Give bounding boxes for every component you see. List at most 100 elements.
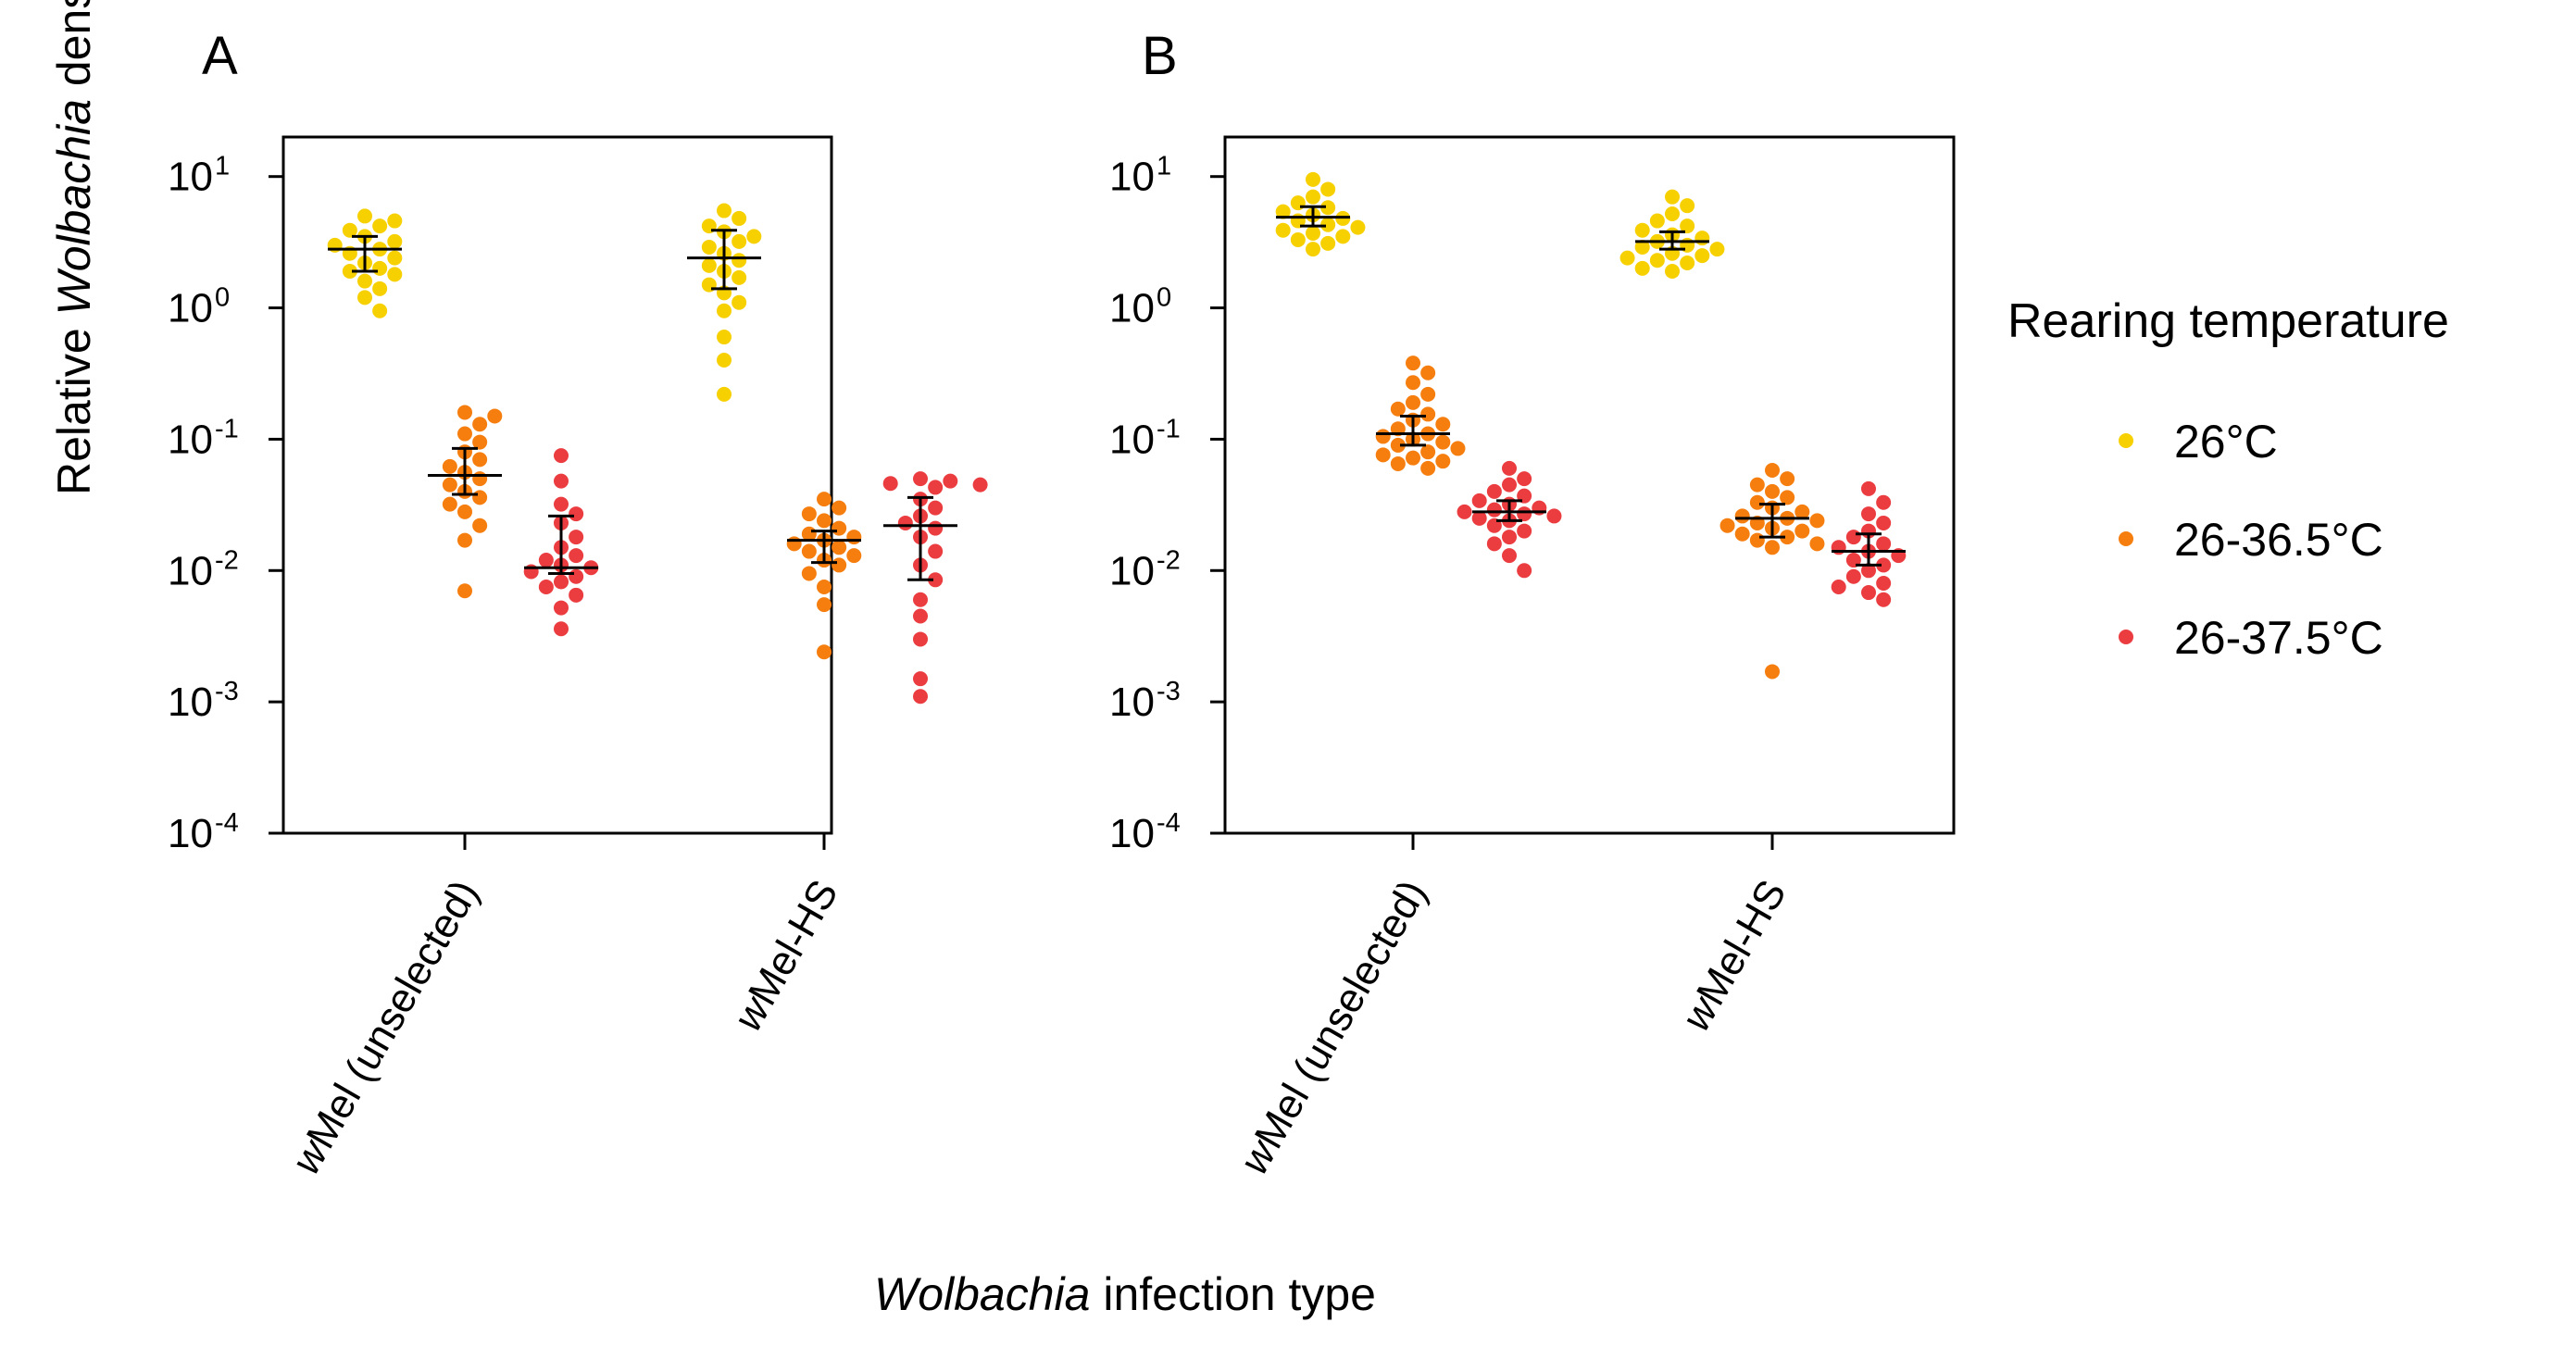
y-tick-base: 10 (1109, 811, 1155, 856)
data-point (1435, 454, 1451, 469)
data-point (1306, 225, 1320, 241)
data-point (1390, 437, 1406, 453)
y-tick-label: 10 (168, 680, 213, 725)
y-tick-exponent: -2 (215, 545, 239, 575)
data-point (442, 496, 457, 512)
y-tick-label: 10 (1109, 155, 1155, 200)
data-point (1649, 213, 1665, 229)
data-point (387, 233, 403, 249)
data-point (1406, 375, 1420, 391)
data-point (732, 253, 747, 268)
data-point (1420, 460, 1436, 476)
y-tick-label: 10 (168, 417, 213, 462)
data-point (387, 267, 403, 282)
data-point (1694, 248, 1710, 264)
data-point (897, 515, 913, 530)
data-point (1390, 455, 1406, 471)
panel-letter-a: A (202, 26, 238, 86)
data-point (1780, 530, 1795, 545)
data-point (1420, 444, 1436, 460)
data-point (1502, 477, 1517, 493)
data-point (1435, 434, 1451, 450)
data-point (1809, 536, 1825, 552)
data-point (1794, 523, 1810, 539)
legend-marker-26 (2119, 433, 2133, 448)
data-point (1335, 229, 1351, 244)
data-point (472, 471, 488, 487)
data-point (387, 213, 403, 229)
data-point (1861, 563, 1876, 579)
data-point (1734, 508, 1750, 524)
y-tick-label: 10 (1109, 811, 1155, 856)
data-point (1794, 504, 1810, 519)
data-point (1320, 181, 1336, 197)
data-point (1876, 494, 1892, 510)
data-point (801, 506, 817, 522)
data-point (1831, 580, 1846, 595)
data-point (1694, 231, 1710, 246)
data-point (1375, 447, 1391, 463)
y-axis-title-pre: Relative (48, 315, 100, 495)
data-point (717, 386, 732, 402)
data-point (801, 566, 817, 581)
y-tick-label: 10 (1109, 548, 1155, 593)
data-point (442, 477, 457, 493)
y-tick-base: 10 (168, 811, 213, 856)
data-point (1486, 483, 1502, 499)
data-point (1306, 171, 1320, 187)
data-point (1435, 417, 1451, 432)
data-point (457, 405, 472, 420)
legend-title: Rearing temperature (2007, 294, 2449, 348)
y-tick-base: 10 (168, 417, 213, 462)
data-point (1290, 195, 1306, 211)
data-point (472, 490, 488, 505)
x-category-label: wMel-HS (725, 873, 847, 1039)
data-point (538, 580, 554, 595)
y-tick-label: 10 (1109, 417, 1155, 462)
data-point (1780, 471, 1795, 487)
plot-frame (1223, 135, 1956, 835)
data-point (732, 210, 747, 226)
data-point (554, 621, 569, 637)
data-point (472, 452, 488, 468)
x-category-label-rest: Mel-HS (740, 873, 847, 1014)
y-axis-title: Relative Wolbachia density (48, 0, 100, 495)
data-point (1275, 204, 1291, 219)
data-point (913, 471, 928, 487)
legend-item-26-37-5: 26-37.5°C (2119, 612, 2383, 664)
y-tick-exponent: -4 (1157, 808, 1181, 838)
data-point (1406, 450, 1420, 466)
data-point (457, 426, 472, 442)
y-tick-label: 10 (168, 811, 213, 856)
data-point (554, 574, 569, 590)
data-point (1861, 585, 1876, 601)
data-point (928, 543, 944, 559)
legend-marker-26-36-5 (2119, 531, 2133, 546)
data-point (1876, 536, 1892, 552)
data-point (928, 572, 944, 588)
data-point (457, 532, 472, 548)
legend-label-26-37-5: 26-37.5°C (2174, 612, 2383, 664)
data-point (1734, 526, 1750, 542)
data-point (1780, 490, 1795, 505)
y-tick-base: 10 (1109, 286, 1155, 331)
data-point (1517, 523, 1532, 539)
data-point (1406, 355, 1420, 371)
data-point (372, 281, 388, 296)
data-point (357, 208, 372, 224)
data-point (1749, 532, 1765, 548)
data-point (1876, 557, 1892, 573)
data-point (1457, 504, 1472, 519)
data-point (472, 434, 488, 450)
data-point (1502, 530, 1517, 545)
y-tick-exponent: -1 (215, 414, 239, 443)
data-point (569, 530, 584, 545)
data-point (1517, 471, 1532, 487)
data-point (928, 480, 944, 495)
legend-marker-26-37-5 (2119, 630, 2133, 644)
data-point (1390, 401, 1406, 417)
data-point (717, 303, 732, 318)
data-point (569, 548, 584, 564)
data-point (717, 353, 732, 368)
data-point (1680, 198, 1695, 214)
